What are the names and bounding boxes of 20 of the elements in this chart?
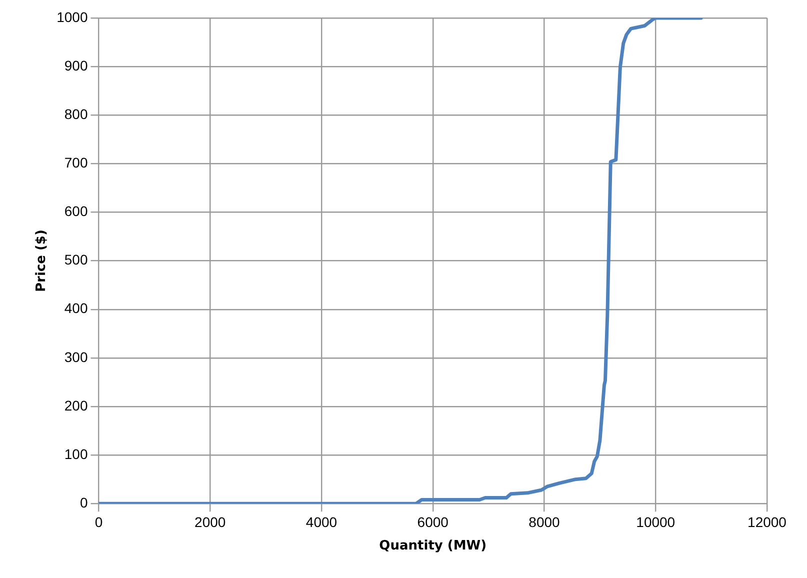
x-tick-label: 6000 — [417, 514, 449, 530]
x-tick-label: 4000 — [306, 514, 338, 530]
y-tick-label: 1000 — [56, 8, 88, 25]
y-tick-label: 500 — [64, 252, 88, 268]
y-tick-label: 300 — [64, 348, 88, 365]
y-tick-label: 800 — [64, 106, 88, 122]
x-tick-label: 10000 — [636, 514, 676, 530]
y-tick-label: 100 — [64, 446, 88, 462]
x-tick-label: 0 — [94, 514, 103, 530]
x-tick-label: 12000 — [748, 514, 787, 530]
y-tick-label: 400 — [64, 300, 88, 316]
x-axis-title: Quantity (MW) — [379, 538, 487, 554]
y-tick-label: 700 — [64, 154, 88, 171]
y-tick-label: 600 — [64, 203, 88, 220]
y-tick-label: 200 — [64, 397, 88, 414]
x-tick-label: 2000 — [194, 514, 226, 530]
y-tick-label: 0 — [80, 494, 88, 510]
x-tick-label: 8000 — [528, 514, 560, 530]
y-tick-label: 900 — [64, 57, 88, 74]
y-axis-title: Price ($) — [34, 230, 50, 292]
